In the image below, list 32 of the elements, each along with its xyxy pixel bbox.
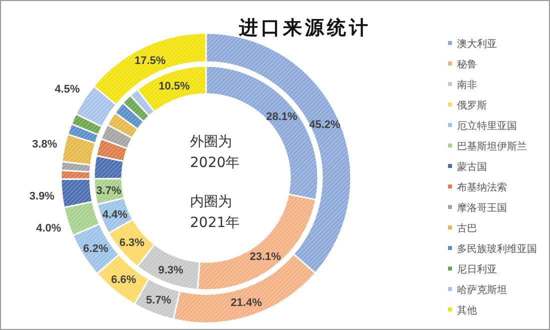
data-label: 6.2% xyxy=(83,242,108,255)
legend-label: 厄立特里亚国 xyxy=(457,120,517,132)
legend-label: 澳大利亚 xyxy=(457,38,497,50)
data-label: 5.7% xyxy=(146,294,172,307)
data-label: 4.4% xyxy=(102,209,128,222)
legend-label: 布基纳法索 xyxy=(457,182,507,194)
text: 内圈为 2021年 xyxy=(190,194,240,231)
legend-label: 古巴 xyxy=(457,222,477,234)
chart-title: 进口来源统计 xyxy=(238,17,371,39)
legend-label: 俄罗斯 xyxy=(457,100,487,112)
legend-label: 摩洛哥王国 xyxy=(457,202,507,214)
legend-label: 蒙古国 xyxy=(457,161,487,173)
data-label: 23.1% xyxy=(250,251,282,263)
data-label: 3.8% xyxy=(32,138,58,151)
data-label: 10.5% xyxy=(158,80,190,92)
legend-label: 南非 xyxy=(457,79,477,91)
legend-label: 其他 xyxy=(457,304,477,316)
legend-label: 多民族玻利维亚国 xyxy=(457,243,537,255)
data-label: 21.4% xyxy=(230,297,262,310)
data-label: 28.1% xyxy=(266,110,298,123)
data-label: 3.7% xyxy=(96,184,122,197)
data-label: 4.0% xyxy=(36,222,62,235)
legend-label: 秘鲁 xyxy=(457,58,477,70)
data-label: 6.3% xyxy=(119,237,145,250)
legend-label: 巴基斯坦伊斯兰 xyxy=(457,140,527,152)
text: 外圈为 2020年 xyxy=(190,134,240,171)
legend-label: 尼日利亚 xyxy=(457,264,497,276)
data-label: 9.3% xyxy=(158,264,184,276)
data-label: 6.6% xyxy=(111,274,136,286)
data-label: 3.9% xyxy=(29,190,55,202)
legend-label: 哈萨克斯坦 xyxy=(457,284,507,296)
data-label: 4.5% xyxy=(54,84,80,96)
